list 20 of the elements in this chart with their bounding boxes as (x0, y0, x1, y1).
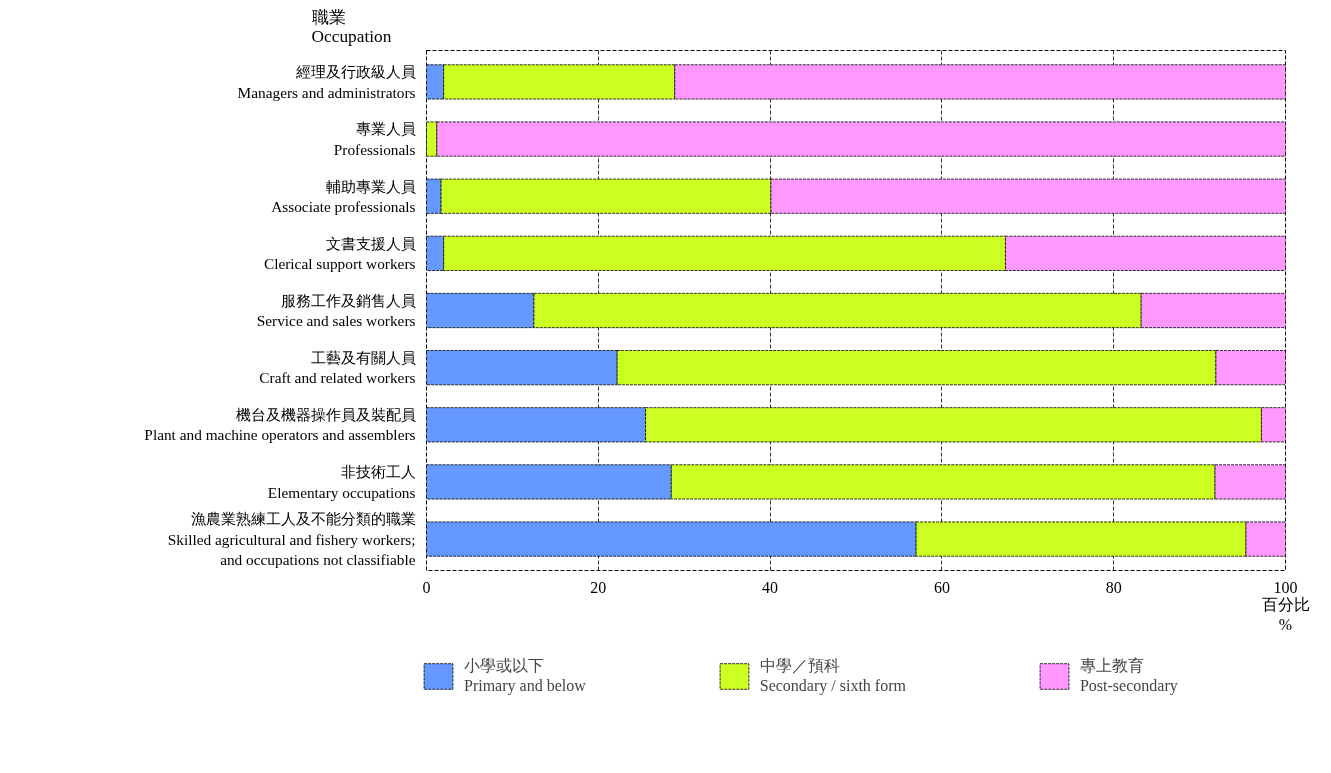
y-tick-label: 漁農業熟練工人及不能分類的職業 Skilled agricultural and fishery workers; and occupations not classifiable (167, 510, 416, 568)
x-tick-label: 0 (422, 578, 431, 596)
y-tick-label: 服務工作及銷售人員 Service and sales workers (256, 291, 416, 330)
legend-label: 中學／預科 Secondary / sixth form (759, 656, 906, 695)
x-tick-label: 20 (590, 578, 607, 596)
y-tick-label: 工藝及有關人員 Craft and related workers (259, 348, 416, 387)
x-tick-label: 60 (933, 578, 950, 596)
x-tick-label: 80 (1105, 578, 1122, 596)
y-tick-label: 文書支援人員 Clerical support workers (263, 234, 416, 273)
y-tick-label: 機台及機器操作員及裝配員 Plant and machine operators and assemblers (144, 406, 416, 444)
legend-label: 小學或以下 Primary and below (464, 656, 586, 695)
y-tick-label: 非技術工人 Elementary occupations (267, 463, 416, 501)
y-tick-label: 專業人員 Professionals (333, 120, 416, 158)
y-tick-label: 輔助專業人員 Associate professionals (271, 177, 416, 215)
y-axis-title: 職業 Occupation (311, 7, 392, 46)
legend-label: 專上教育 Post-secondary (1079, 656, 1178, 695)
x-axis-title: 百分比 % (1261, 595, 1310, 633)
x-tick-label: 40 (762, 578, 779, 596)
x-tick-label: 100 (1273, 578, 1298, 596)
y-tick-label: 經理及行政級人員 Managers and administrators (237, 63, 416, 101)
